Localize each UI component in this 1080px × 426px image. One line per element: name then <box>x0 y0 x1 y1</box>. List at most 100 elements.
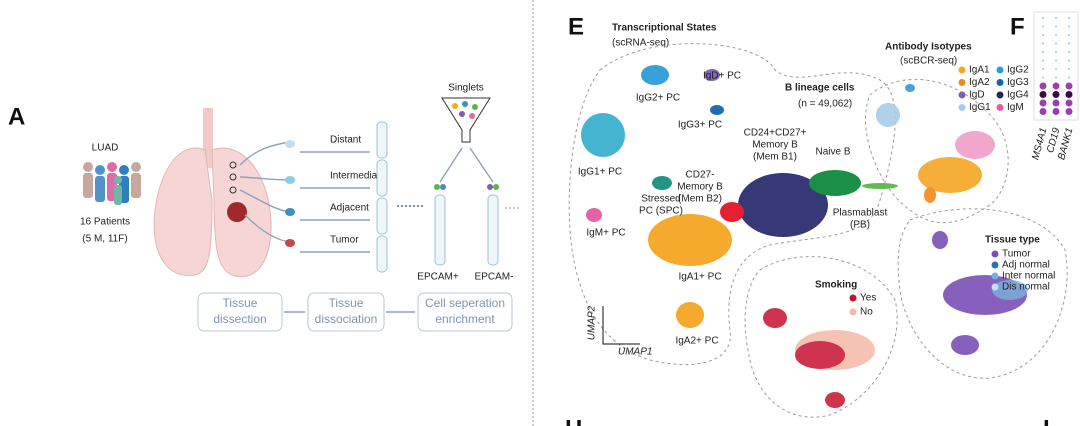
cluster-label: IgD+ PC <box>703 71 741 82</box>
legend-swatch <box>958 91 966 99</box>
tissue-umap <box>932 231 1028 355</box>
panel-letter: F <box>1010 13 1025 40</box>
legend-swatch <box>849 294 857 302</box>
singlets: Singlets <box>448 83 484 94</box>
legend-label: Adj normal <box>1002 260 1050 271</box>
legend-swatch <box>958 79 966 86</box>
tissue-title: Tissue type <box>985 235 1040 246</box>
patients: 16 Patients <box>80 217 130 228</box>
dot <box>1068 68 1070 70</box>
legend-swatch <box>991 272 999 280</box>
panel-letter: E <box>568 13 584 40</box>
legend-label: IgG1 <box>969 102 991 113</box>
legend-label: IgA1 <box>969 65 990 76</box>
sampling-arrows <box>239 140 370 253</box>
legend-swatch <box>958 66 966 74</box>
dot <box>1052 108 1060 115</box>
dot <box>1055 59 1057 62</box>
isotypes-title: Antibody Isotypes <box>885 42 972 53</box>
cluster-label: IgG3+ PC <box>678 120 722 131</box>
dot <box>1055 51 1057 53</box>
cluster-label: IgG1+ PC <box>578 167 622 178</box>
step: Tissue <box>329 296 364 310</box>
step: dissection <box>213 312 266 326</box>
tissue-label: Distant <box>330 135 361 146</box>
dot <box>1055 42 1057 45</box>
panel-letter: I <box>1043 415 1050 426</box>
dot <box>1065 108 1073 115</box>
dot <box>1039 99 1047 107</box>
legend-swatch <box>996 104 1004 111</box>
tissue-label: Adjacent <box>330 203 369 214</box>
legend-label: IgA2 <box>969 77 990 88</box>
dot <box>1055 68 1057 70</box>
funnel <box>439 97 494 183</box>
panel-letter: A <box>8 103 25 130</box>
cluster-label: PC (SPC) <box>639 206 683 217</box>
outline <box>865 78 1009 224</box>
dot <box>1042 59 1044 62</box>
dot <box>1052 82 1060 90</box>
legend-swatch <box>991 261 999 269</box>
legend-label: No <box>860 307 873 318</box>
cluster-label: Plasmablast <box>833 208 888 219</box>
legend-label: IgM <box>1007 102 1024 113</box>
heading: B lineage cells <box>785 83 855 94</box>
dot <box>1068 42 1070 45</box>
dot <box>1052 91 1060 98</box>
isotypes-subtitle: (scBCR-seq) <box>900 56 957 67</box>
legend-label: Dis normal <box>1002 282 1050 293</box>
dotplot-frame <box>1033 11 1079 121</box>
panel-letter: H <box>565 415 582 426</box>
dot <box>1042 51 1044 53</box>
cluster-label: (Mem B1) <box>753 152 797 163</box>
sorted-tubes <box>434 184 499 266</box>
steps <box>197 292 513 332</box>
dot <box>1068 17 1070 19</box>
cluster-label: Memory B <box>752 140 798 151</box>
legend-label: IgG3 <box>1007 77 1029 88</box>
axis-arrows <box>602 306 640 345</box>
axis-label: UMAP1 <box>618 347 652 358</box>
patients: (5 M, 11F) <box>82 234 127 245</box>
legend-swatch <box>958 104 966 111</box>
outline <box>744 256 898 418</box>
fraction: EPCAM+ <box>417 272 459 283</box>
cluster-label: Naive B <box>815 147 850 158</box>
dotplot <box>1039 17 1073 115</box>
fraction: EPCAM- <box>475 272 514 283</box>
cluster-label: IgM+ PC <box>586 228 625 239</box>
dot <box>1055 34 1057 36</box>
outline <box>568 43 896 366</box>
outline <box>897 208 1068 379</box>
cluster-label: IgA2+ PC <box>675 336 718 347</box>
legend-label: Inter normal <box>1002 271 1055 282</box>
legend-label: IgG2 <box>1007 65 1029 76</box>
legend-swatch <box>996 66 1004 74</box>
count: (n = 49,062) <box>798 99 852 110</box>
legend-label: Tumor <box>1002 249 1031 260</box>
dot <box>1042 42 1044 45</box>
dot <box>1039 82 1047 90</box>
cluster-label: CD24+CD27+ <box>744 128 807 139</box>
dot <box>1042 34 1044 36</box>
cluster-label: Stressed <box>641 194 680 205</box>
step: Tissue <box>223 296 258 310</box>
dot <box>1055 17 1057 19</box>
patients-icon <box>83 162 141 205</box>
dot <box>1065 91 1073 98</box>
dot <box>1065 99 1073 107</box>
step: dissociation <box>315 312 378 326</box>
legend-swatch <box>849 308 857 316</box>
dot <box>1042 17 1044 19</box>
isotype-umap <box>876 84 995 203</box>
dot <box>1065 82 1073 90</box>
legend-swatch <box>996 79 1004 86</box>
tubes <box>376 121 388 273</box>
step: Cell seperation <box>425 296 505 310</box>
dot <box>1052 99 1060 107</box>
dot <box>1042 68 1044 70</box>
cluster-label: (PB) <box>850 220 870 231</box>
legend-label: IgG4 <box>1007 90 1029 101</box>
